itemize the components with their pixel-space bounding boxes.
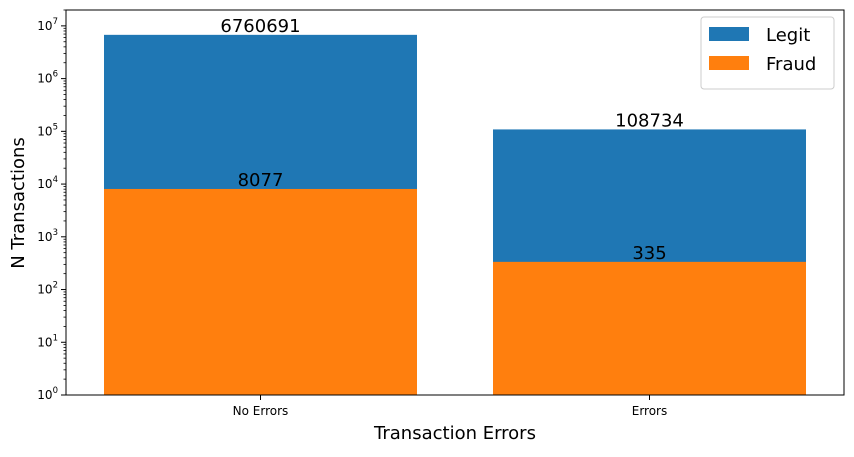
y-tick-label: 101 — [37, 333, 58, 349]
legend: Legit Fraud — [700, 16, 835, 90]
legend-label-legit: Legit — [766, 25, 810, 46]
y-tick-label: 105 — [37, 122, 58, 138]
bar-fraud-errors — [493, 261, 806, 395]
data-label-fraud-no-errors: 8077 — [238, 170, 284, 191]
y-tick-label: 104 — [37, 175, 58, 191]
y-axis-label: N Transactions — [8, 137, 29, 269]
x-axis-label: Transaction Errors — [373, 423, 536, 444]
y-tick-label: 100 — [37, 386, 58, 402]
y-axis: 100 101 102 103 104 105 106 107 — [37, 9, 66, 402]
data-label-legit-errors: 108734 — [615, 110, 684, 131]
y-tick-label: 106 — [37, 70, 58, 86]
y-tick-label: 102 — [37, 281, 58, 297]
x-tick-label: No Errors — [233, 404, 289, 418]
data-label-fraud-errors: 335 — [632, 243, 666, 264]
data-label-legit-no-errors: 6760691 — [220, 16, 300, 37]
plot-frame — [65, 9, 845, 396]
legend-swatch-legit — [709, 27, 749, 41]
legend-label-fraud: Fraud — [766, 54, 816, 75]
data-labels-layer: 6760691 108734 8077 335 — [220, 16, 683, 264]
y-tick-label: 103 — [37, 228, 58, 244]
x-tick-label: Errors — [632, 404, 668, 418]
bar-fraud-no-errors — [104, 188, 417, 395]
y-tick-label: 107 — [37, 17, 58, 33]
bars-layer — [104, 34, 806, 395]
legend-swatch-fraud — [709, 56, 749, 70]
x-axis: No Errors Errors — [233, 395, 668, 418]
